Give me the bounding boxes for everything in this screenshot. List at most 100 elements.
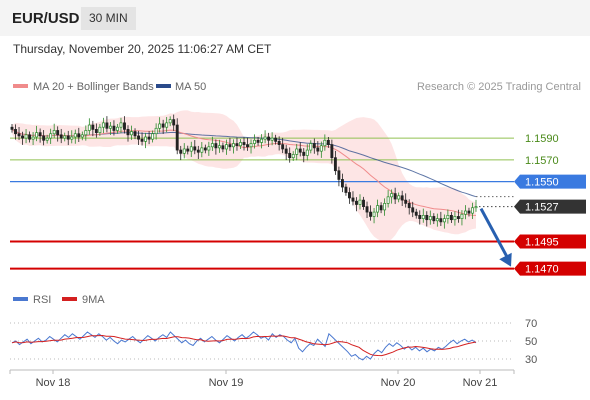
candle-body	[200, 147, 204, 153]
candle-body	[221, 145, 225, 150]
candle-body	[365, 206, 369, 213]
candle-body	[77, 133, 81, 138]
candle-body	[232, 143, 235, 148]
ma20-legend-swatch	[13, 84, 28, 88]
candle-body	[108, 125, 112, 129]
candle-body	[179, 149, 183, 154]
candle-body	[333, 157, 337, 172]
candle-body	[210, 143, 214, 148]
candle-body	[358, 199, 362, 205]
level-tag-1.1495	[514, 234, 586, 249]
level-tag-1.1550	[514, 174, 586, 189]
candle-body	[87, 124, 91, 131]
rsi-legend: RSI 9MA	[13, 294, 105, 306]
x-tick-label-3: Nov 21	[463, 377, 498, 389]
candle-body	[94, 129, 98, 133]
candle-body	[323, 139, 327, 147]
candle-body	[63, 135, 67, 139]
candle-body	[267, 136, 271, 141]
rsi-legend-swatch	[13, 297, 28, 301]
candle-body	[249, 143, 253, 148]
candle-body	[348, 192, 351, 199]
candle-body	[172, 119, 176, 126]
candle-body	[217, 145, 221, 149]
x-axis: Nov 18 Nov 19 Nov 20 Nov 21	[9, 370, 515, 389]
candle-body	[404, 199, 408, 204]
candle-body	[302, 151, 306, 156]
candle-body	[351, 197, 355, 202]
candle-body	[432, 216, 436, 222]
candle-body	[421, 215, 425, 219]
candle-body	[263, 136, 267, 140]
candle-body	[411, 207, 415, 213]
candle-body	[165, 122, 169, 128]
rsi-tick-30: 30	[525, 354, 537, 366]
bollinger-band	[12, 110, 476, 242]
candle-body	[316, 147, 320, 152]
candle-body	[154, 127, 158, 135]
candle-body	[449, 215, 453, 221]
candle-body	[196, 149, 200, 153]
candle-body	[130, 131, 133, 136]
forecast-arrow-head	[499, 252, 512, 267]
candle-body	[98, 126, 102, 133]
candle-body	[256, 139, 260, 143]
candle-body	[383, 203, 387, 211]
candle-body	[214, 143, 218, 149]
candle-body	[376, 205, 380, 213]
candle-body	[151, 133, 155, 140]
candle-body	[73, 133, 77, 138]
candle-body	[186, 148, 190, 152]
candle-body	[355, 200, 358, 205]
rsi-ma-legend-label: 9MA	[82, 294, 105, 306]
candle-body	[362, 199, 365, 207]
level-label-1.1550: 1.1550	[525, 177, 559, 189]
level-tag-1.1470	[514, 261, 586, 276]
candle-body	[133, 131, 137, 137]
candle-body	[84, 130, 88, 136]
candle-body	[393, 193, 397, 200]
candle-body	[414, 211, 418, 216]
candle-body	[319, 145, 323, 152]
candle-body	[442, 218, 446, 223]
candle-body	[35, 132, 39, 138]
ma20-legend-label: MA 20 + Bollinger Bands	[33, 81, 154, 93]
candle-body	[400, 195, 404, 201]
rsi-line	[11, 331, 477, 361]
last-price-label: 1.1527	[525, 202, 559, 214]
candle-body	[45, 137, 49, 141]
x-tick-label-0: Nov 18	[36, 377, 71, 389]
candle-body	[407, 203, 411, 209]
x-tick-label-2: Nov 20	[381, 377, 416, 389]
rsi-tick-50: 50	[525, 336, 537, 348]
rsi-ma-legend-swatch	[62, 297, 77, 301]
candle-body	[439, 218, 443, 223]
candle-body	[386, 196, 390, 204]
candle-body	[340, 179, 344, 188]
candle-body	[228, 144, 232, 148]
candle-body	[390, 193, 394, 198]
candle-body	[66, 135, 70, 140]
candle-body	[24, 134, 28, 139]
candle-body	[277, 141, 281, 145]
candle-body	[17, 133, 21, 137]
rsi-legend-label: RSI	[33, 294, 51, 306]
candle-body	[239, 142, 242, 147]
ma50-legend-swatch	[156, 84, 171, 88]
candle-body	[235, 143, 239, 147]
level-labels: 1.1590 1.1570 1.1550 1.1495 1.1470 1.1527	[514, 133, 586, 276]
candle-body	[309, 143, 313, 151]
candle-body	[369, 211, 372, 217]
candle-body	[10, 126, 14, 130]
candle-body	[49, 133, 53, 139]
candle-body	[140, 138, 144, 142]
timeframe-badge[interactable]: 30 MIN	[81, 7, 136, 30]
rsi-ma-line	[11, 334, 477, 357]
ma50-legend-label: MA 50	[175, 81, 206, 93]
bollinger-band-area	[12, 110, 476, 242]
candle-body	[105, 122, 109, 129]
candle-body	[14, 129, 17, 135]
candle-body	[161, 123, 165, 128]
level-label-1.1495: 1.1495	[525, 236, 559, 248]
candle-body	[260, 138, 264, 143]
